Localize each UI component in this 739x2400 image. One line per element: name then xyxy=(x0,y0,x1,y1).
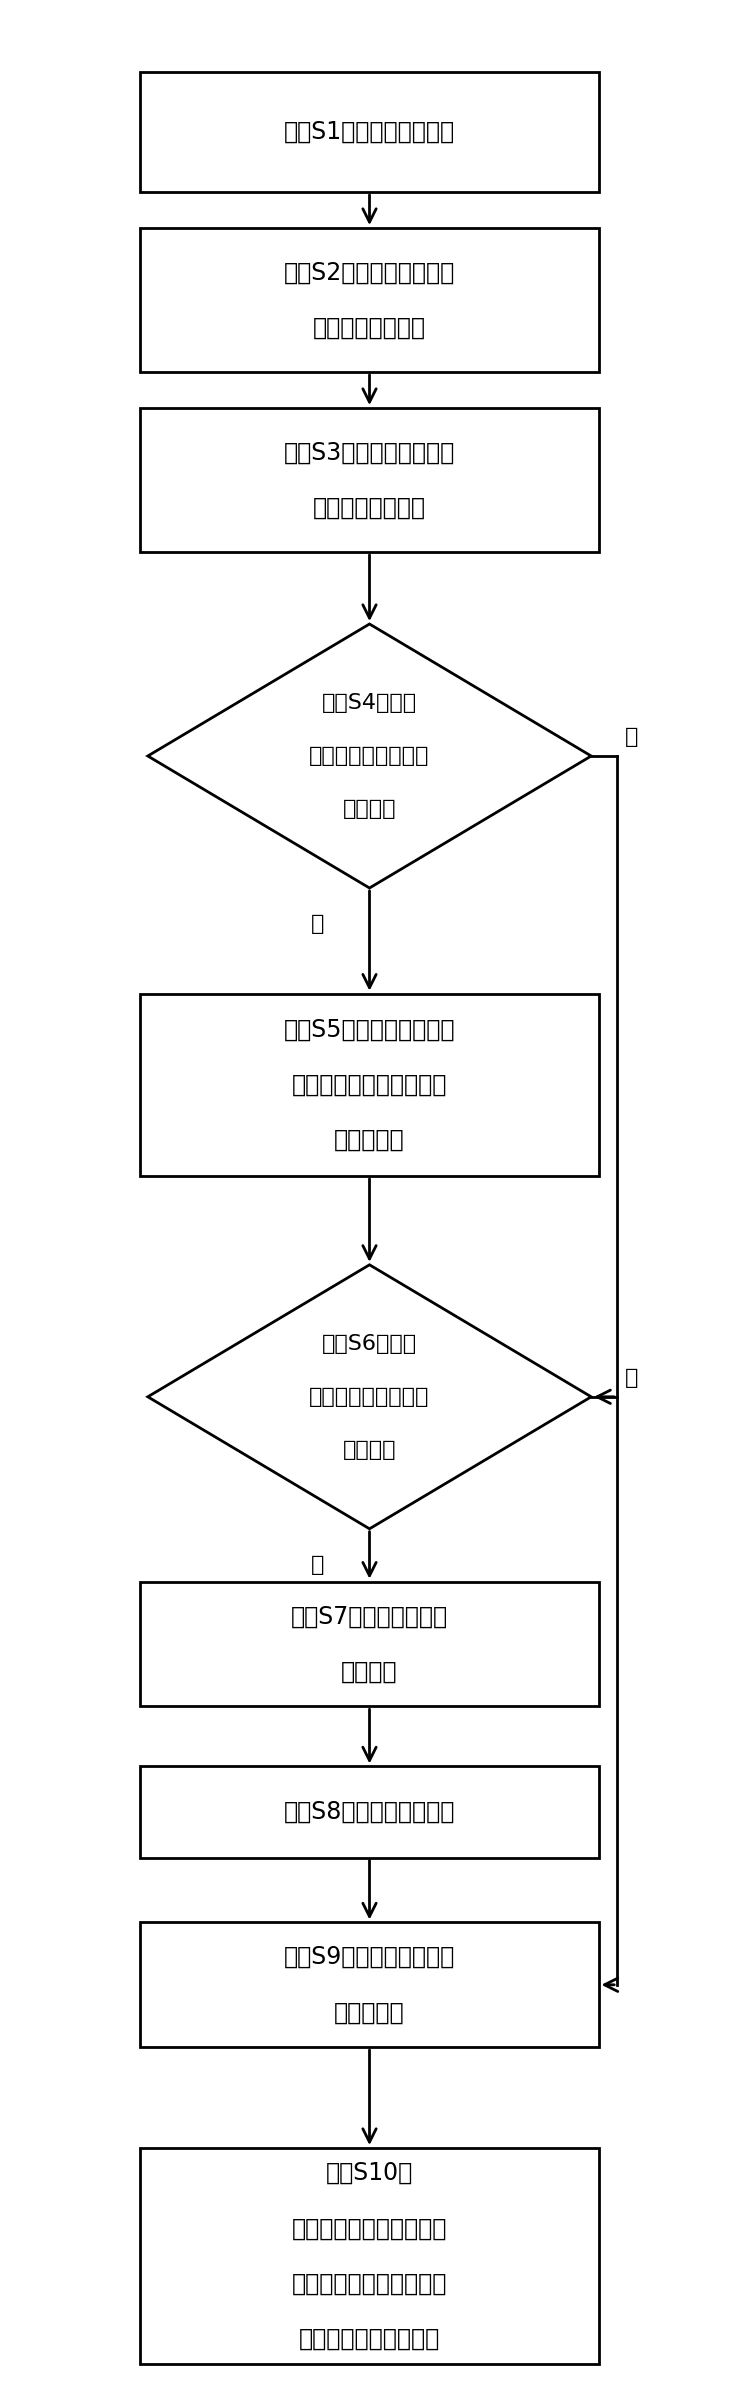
Text: 初始化；: 初始化； xyxy=(341,1661,398,1685)
FancyBboxPatch shape xyxy=(140,228,599,372)
Text: 步骤S2：固定向量生成、: 步骤S2：固定向量生成、 xyxy=(284,259,455,283)
FancyBboxPatch shape xyxy=(140,72,599,192)
Text: 加载及验证启动；: 加载及验证启动； xyxy=(313,317,426,341)
Text: 步骤S5：调用复杂算法模: 步骤S5：调用复杂算法模 xyxy=(284,1018,455,1042)
Text: 是: 是 xyxy=(311,914,324,934)
Text: 步骤S9：加载特殊向量并: 步骤S9：加载特殊向量并 xyxy=(284,1944,455,1968)
FancyBboxPatch shape xyxy=(140,1922,599,2047)
Text: 是: 是 xyxy=(311,1555,324,1574)
Text: 据向量？: 据向量？ xyxy=(343,799,396,818)
FancyBboxPatch shape xyxy=(140,994,599,1176)
Text: 序向量？: 序向量？ xyxy=(343,1440,396,1459)
Text: 混合向量并启动验证。: 混合向量并启动验证。 xyxy=(299,2328,440,2352)
Text: 数据向量；: 数据向量； xyxy=(334,1128,405,1152)
Text: 步骤S1：验证方案解析；: 步骤S1：验证方案解析； xyxy=(284,120,455,144)
Polygon shape xyxy=(148,624,591,888)
Text: 特殊向量中的特殊数: 特殊向量中的特殊数 xyxy=(310,746,429,766)
Text: 步骤S7：时序向量加载: 步骤S7：时序向量加载 xyxy=(291,1603,448,1627)
Text: 步骤S3：随机向量生成、: 步骤S3：随机向量生成、 xyxy=(284,442,455,466)
FancyBboxPatch shape xyxy=(140,1582,599,1706)
Text: 量和特殊向量随机组合的: 量和特殊向量随机组合的 xyxy=(292,2270,447,2294)
Text: 步骤S6：是否: 步骤S6：是否 xyxy=(322,1334,417,1354)
FancyBboxPatch shape xyxy=(140,408,599,552)
Text: 特殊向量中的特殊时: 特殊向量中的特殊时 xyxy=(310,1387,429,1406)
Text: 启动验证；: 启动验证； xyxy=(334,2002,405,2023)
Text: 步骤S10：: 步骤S10： xyxy=(326,2160,413,2184)
Text: 加载由固定向量、随机向: 加载由固定向量、随机向 xyxy=(292,2218,447,2242)
FancyBboxPatch shape xyxy=(140,1766,599,1858)
Text: 否: 否 xyxy=(624,727,638,746)
Text: 否: 否 xyxy=(624,1368,638,1387)
Text: 加载及验证启动；: 加载及验证启动； xyxy=(313,497,426,521)
FancyBboxPatch shape xyxy=(140,2148,599,2364)
Text: 步骤S8：开启时序监测；: 步骤S8：开启时序监测； xyxy=(284,1800,455,1824)
Text: 步骤S4：是否: 步骤S4：是否 xyxy=(322,694,417,713)
Polygon shape xyxy=(148,1265,591,1529)
Text: 型生成特殊向量中的特殊: 型生成特殊向量中的特殊 xyxy=(292,1073,447,1097)
